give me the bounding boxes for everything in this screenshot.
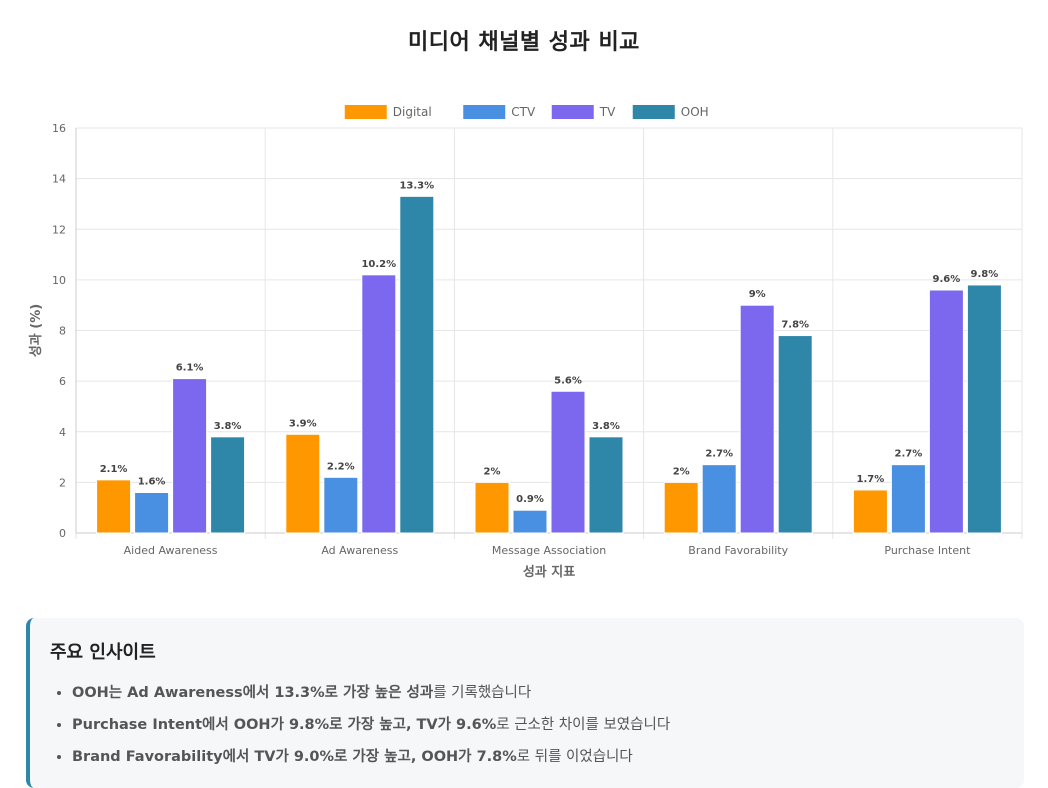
bar-digital: [474, 481, 510, 534]
insight-text: 로 뒤를 이었습니다: [516, 749, 633, 765]
y-tick-label: 4: [59, 426, 66, 439]
insight-highlight: Purchase Intent에서 OOH가 9.8%로 가장 높고, TV가 …: [72, 717, 497, 733]
legend-swatch-tv: [551, 105, 594, 119]
data-label: 2.1%: [100, 464, 128, 475]
bar-tv: [550, 390, 586, 534]
x-tick-label: Brand Favorability: [688, 544, 788, 557]
bar-ctv: [134, 492, 170, 534]
y-tick-label: 10: [52, 274, 66, 287]
data-label: 1.6%: [138, 477, 166, 488]
legend-swatch-ctv: [463, 105, 506, 119]
bar-tv: [172, 378, 208, 534]
x-tick-label: Message Association: [492, 544, 606, 557]
data-label: 2.7%: [895, 449, 923, 460]
y-tick-label: 6: [59, 375, 66, 388]
data-label: 2.2%: [327, 461, 355, 472]
insight-text: 로 근소한 차이를 보였습니다: [496, 717, 671, 733]
legend-label: TV: [599, 105, 616, 119]
insight-item: OOH는 Ad Awareness에서 13.3%로 가장 높은 성과를 기록했…: [72, 684, 1004, 702]
legend-swatch-digital: [344, 105, 387, 119]
data-label: 9.6%: [933, 274, 961, 285]
legend-label: OOH: [681, 105, 709, 119]
data-label: 3.8%: [214, 421, 242, 432]
data-label: 3.8%: [592, 421, 620, 432]
x-tick-label: Aided Awareness: [124, 544, 218, 557]
insight-highlight: Brand Favorability에서 TV가 9.0%로 가장 높고, OO…: [72, 749, 517, 765]
bar-ooh: [399, 195, 435, 534]
page-title: 미디어 채널별 성과 비교: [408, 30, 640, 55]
legend-swatch-ooh: [632, 105, 675, 119]
insight-item: Brand Favorability에서 TV가 9.0%로 가장 높고, OO…: [72, 748, 1004, 766]
data-label: 10.2%: [361, 259, 396, 270]
bar-ctv: [512, 509, 548, 534]
bar-ooh: [210, 436, 246, 534]
data-label: 6.1%: [176, 363, 204, 374]
bar-tv: [361, 274, 397, 534]
legend-label: CTV: [511, 105, 536, 119]
data-label: 2%: [484, 466, 501, 477]
insights-title: 주요 인사이트: [50, 642, 156, 663]
y-tick-label: 14: [52, 173, 66, 186]
bar-digital: [285, 433, 321, 534]
x-tick-label: Ad Awareness: [321, 544, 398, 557]
insight-highlight: OOH는 Ad Awareness에서 13.3%로 가장 높은 성과: [72, 685, 434, 701]
data-label: 7.8%: [781, 320, 809, 331]
bar-tv: [739, 304, 775, 534]
bar-ctv: [323, 476, 359, 534]
y-tick-label: 8: [59, 325, 66, 338]
bar-digital: [96, 479, 132, 534]
x-axis-title: 성과 지표: [523, 565, 575, 580]
y-tick-label: 2: [59, 476, 66, 489]
y-tick-label: 12: [52, 223, 66, 236]
insights-panel: 주요 인사이트 OOH는 Ad Awareness에서 13.3%로 가장 높은…: [26, 618, 1024, 788]
bar-ctv: [890, 464, 926, 534]
data-label: 5.6%: [554, 375, 582, 386]
data-label: 3.9%: [289, 418, 317, 429]
insight-text: 를 기록했습니다: [433, 685, 532, 701]
data-label: 0.9%: [516, 494, 544, 505]
data-label: 9.8%: [971, 269, 999, 280]
bar-digital: [852, 489, 888, 534]
bar-ooh: [588, 436, 624, 534]
bar-tv: [928, 289, 964, 534]
y-tick-label: 16: [52, 122, 66, 135]
data-label: 13.3%: [399, 180, 434, 191]
bar-ooh: [777, 335, 813, 534]
legend-label: Digital: [393, 105, 432, 119]
bar-chart: 0 2 4 6 8 10 12 14 16 2.1% 1.6% 6.1% 3.8% Aided Aware…: [29, 105, 1023, 580]
y-axis-title: 성과 (%): [29, 304, 44, 357]
y-tick-label: 0: [59, 527, 66, 540]
bar-ooh: [966, 284, 1002, 534]
x-tick-label: Purchase Intent: [884, 544, 971, 557]
data-label: 2.7%: [705, 449, 733, 460]
insight-item: Purchase Intent에서 OOH가 9.8%로 가장 높고, TV가 …: [72, 716, 1004, 734]
data-label: 2%: [673, 466, 690, 477]
data-label: 9%: [749, 289, 766, 300]
bar-digital: [663, 481, 699, 534]
bar-ctv: [701, 464, 737, 534]
data-label: 1.7%: [857, 474, 885, 485]
insights-list: OOH는 Ad Awareness에서 13.3%로 가장 높은 성과를 기록했…: [50, 684, 1004, 766]
